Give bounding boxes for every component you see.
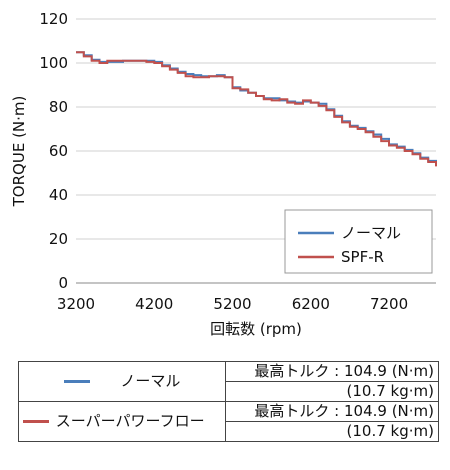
spec-row-normal: ノーマル 最高トルク : 104.9 (N·m) xyxy=(18,361,439,402)
spec-swatch-spf xyxy=(23,420,49,423)
y-tick-100: 100 xyxy=(39,54,68,72)
x-tick-4200: 4200 xyxy=(135,295,173,313)
y-tick-labels: 0 20 40 60 80 100 120 xyxy=(39,10,68,292)
spec-row-spf: スーパーパワーフロー 最高トルク : 104.9 (N·m) xyxy=(18,401,439,442)
spec-series-spf: スーパーパワーフロー xyxy=(18,401,226,442)
spec-row-spf-kg: (10.7 kg·m) xyxy=(19,421,439,442)
legend: ノーマル SPF-R xyxy=(284,209,433,274)
spec-kg: (10.7 kg·m) xyxy=(225,381,439,402)
x-axis-title: 回転数 (rpm) xyxy=(210,320,302,338)
spec-table: ノーマル 最高トルク : 104.9 (N·m) (10.7 kg·m) スーパ… xyxy=(18,361,439,442)
spec-max-torque: 最高トルク : 104.9 (N·m) xyxy=(225,361,439,382)
spec-swatch-normal xyxy=(63,380,90,383)
x-tick-6200: 6200 xyxy=(292,295,330,313)
spec-series-normal: ノーマル xyxy=(18,361,226,402)
y-tick-40: 40 xyxy=(49,186,68,204)
y-tick-20: 20 xyxy=(49,230,68,248)
y-axis-title: TORQUE (N·m) xyxy=(10,96,28,208)
legend-label-spfr: SPF-R xyxy=(341,248,384,266)
series-lines xyxy=(76,51,437,167)
y-tick-60: 60 xyxy=(49,142,68,160)
torque-chart: 0 20 40 60 80 100 120 3200 4200 5200 6200 7200 TOR… xyxy=(10,10,437,338)
series-line-1 xyxy=(76,51,437,167)
spec-kg: (10.7 kg·m) xyxy=(225,421,439,442)
x-tick-7200: 7200 xyxy=(370,295,408,313)
x-tick-5200: 5200 xyxy=(213,295,251,313)
spec-series-name: スーパーパワーフロー xyxy=(55,412,205,430)
y-tick-80: 80 xyxy=(49,98,68,116)
legend-label-normal: ノーマル xyxy=(341,224,401,242)
spec-series-name: ノーマル xyxy=(120,372,181,390)
y-tick-120: 120 xyxy=(39,10,68,28)
x-tick-labels: 3200 4200 5200 6200 7200 xyxy=(57,295,408,313)
series-line-0 xyxy=(76,51,437,166)
spec-row-normal-kg: (10.7 kg·m) xyxy=(19,381,439,402)
spec-max-torque: 最高トルク : 104.9 (N·m) xyxy=(225,401,439,422)
y-tick-0: 0 xyxy=(58,274,68,292)
x-tick-3200: 3200 xyxy=(57,295,95,313)
grid-lines xyxy=(76,18,436,240)
